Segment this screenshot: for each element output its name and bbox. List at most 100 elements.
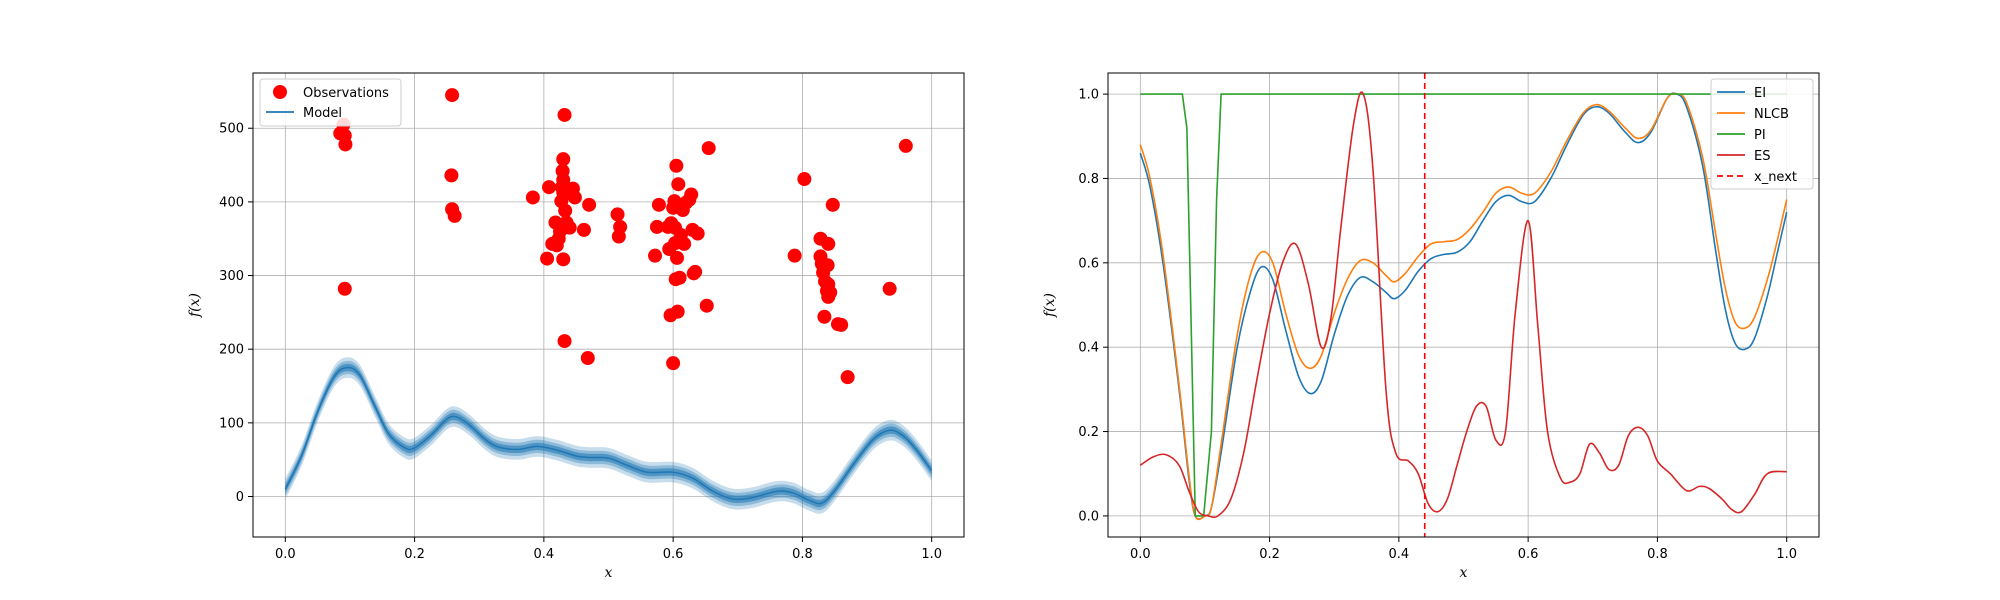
y-tick-label: 0.4 xyxy=(1078,341,1099,356)
legend-label-pi: PI xyxy=(1754,128,1766,143)
observation-point xyxy=(540,251,555,266)
observation-point xyxy=(556,252,571,267)
y-tick-label: 300 xyxy=(219,269,244,284)
y-tick-label: 0.2 xyxy=(1078,425,1099,440)
x-tick-label: 0.4 xyxy=(534,547,555,562)
observation-point xyxy=(701,141,716,156)
observation-point xyxy=(672,270,687,285)
left-legend: Observations Model xyxy=(259,78,402,127)
y-tick-label: 200 xyxy=(219,343,244,358)
legend-label-observations: Observations xyxy=(303,86,389,101)
x-tick-label: 0.4 xyxy=(1389,547,1410,562)
observation-point xyxy=(567,190,582,205)
observation-point xyxy=(677,236,692,251)
observation-point xyxy=(447,208,462,223)
x-tick-label: 0.6 xyxy=(663,547,684,562)
model-confidence-band xyxy=(285,357,932,514)
y-tick-label: 0.0 xyxy=(1078,509,1099,524)
x-axis-label: x xyxy=(1460,565,1468,581)
x-tick-label: 0.0 xyxy=(275,547,296,562)
observation-point xyxy=(558,203,573,218)
observation-point xyxy=(787,248,802,263)
y-tick-label: 400 xyxy=(219,195,244,210)
x-tick-label: 0.2 xyxy=(1259,547,1280,562)
right-legend: EI NLCB PI ES x_next xyxy=(1710,78,1814,190)
observation-point xyxy=(670,250,685,265)
observation-point xyxy=(556,172,571,187)
observation-point xyxy=(817,309,832,324)
x-axis-label: x xyxy=(605,565,613,581)
observation-point xyxy=(840,370,855,385)
x-tick-label: 1.0 xyxy=(1776,547,1797,562)
observation-point xyxy=(797,172,812,187)
x-tick-label: 0.6 xyxy=(1518,547,1539,562)
right-plot-area xyxy=(1139,73,1788,537)
left-plot-area xyxy=(284,88,933,514)
legend-label-ei: EI xyxy=(1754,86,1766,101)
legend-marker-observations xyxy=(273,85,287,99)
observation-point xyxy=(669,158,684,173)
observation-point xyxy=(444,168,459,183)
observation-point xyxy=(557,334,572,349)
observation-point xyxy=(823,285,838,300)
right-axes-frame xyxy=(1107,72,1820,538)
observation-point xyxy=(556,152,571,167)
observation-point xyxy=(562,220,577,235)
observation-point xyxy=(825,197,840,212)
observation-point xyxy=(667,194,682,209)
observation-point xyxy=(582,197,597,212)
observation-point xyxy=(834,317,849,332)
observation-point xyxy=(699,298,714,313)
y-tick-label: 1.0 xyxy=(1078,88,1099,103)
observation-point xyxy=(613,219,628,234)
observation-point xyxy=(445,88,460,103)
legend-label-nlcb: NLCB xyxy=(1754,107,1789,122)
observation-point xyxy=(610,207,625,222)
x-tick-label: 0.2 xyxy=(404,547,425,562)
observation-point xyxy=(525,190,540,205)
observation-point xyxy=(684,187,699,202)
observation-point xyxy=(882,281,897,296)
observation-point xyxy=(820,258,835,273)
series-line-nlcb xyxy=(1139,92,1788,521)
observation-point xyxy=(649,219,664,234)
observation-point xyxy=(648,248,663,263)
observation-point xyxy=(580,351,595,366)
left-panel-model-plot: 0.0 0.2 0.4 0.6 0.8 1.0 0 100 200 300 400 500 x f(x) O… xyxy=(187,72,965,581)
y-tick-label: 500 xyxy=(219,122,244,137)
observation-point xyxy=(576,222,591,237)
observation-point xyxy=(557,107,572,122)
right-panel-acquisition-plot: 0.0 0.2 0.4 0.6 0.8 1.0 0.0 0.2 0.4 0.6 0.8 1.0 x f(x… xyxy=(1042,72,1820,581)
model-mean-line xyxy=(284,366,933,505)
y-axis-label: f(x) xyxy=(187,293,203,318)
x-tick-label: 0.0 xyxy=(1130,547,1151,562)
observation-point xyxy=(337,281,352,296)
x-tick-label: 1.0 xyxy=(921,547,942,562)
observation-point xyxy=(651,197,666,212)
legend-label-es: ES xyxy=(1754,149,1770,164)
right-legend-box xyxy=(1710,78,1814,190)
observation-point xyxy=(671,177,686,192)
observation-point xyxy=(898,138,913,153)
y-tick-label: 0.6 xyxy=(1078,256,1099,271)
observation-point xyxy=(542,180,557,195)
x-tick-label: 0.8 xyxy=(792,547,813,562)
observation-point xyxy=(821,236,836,251)
x-tick-label: 0.8 xyxy=(1647,547,1668,562)
observation-point xyxy=(338,137,353,152)
observation-point xyxy=(690,226,705,241)
series-line-ei xyxy=(1139,92,1788,520)
legend-label-x-next: x_next xyxy=(1754,170,1797,185)
series-line-es xyxy=(1139,91,1787,519)
left-legend-box xyxy=(259,78,402,127)
y-tick-label: 0 xyxy=(236,490,244,505)
legend-label-model: Model xyxy=(303,106,342,121)
observation-point xyxy=(688,264,703,279)
left-axes-frame xyxy=(252,72,965,538)
y-tick-label: 0.8 xyxy=(1078,172,1099,187)
series-line-pi xyxy=(1140,93,1787,517)
y-tick-label: 100 xyxy=(219,416,244,431)
y-axis-label: f(x) xyxy=(1042,293,1058,318)
observation-point xyxy=(670,304,685,319)
